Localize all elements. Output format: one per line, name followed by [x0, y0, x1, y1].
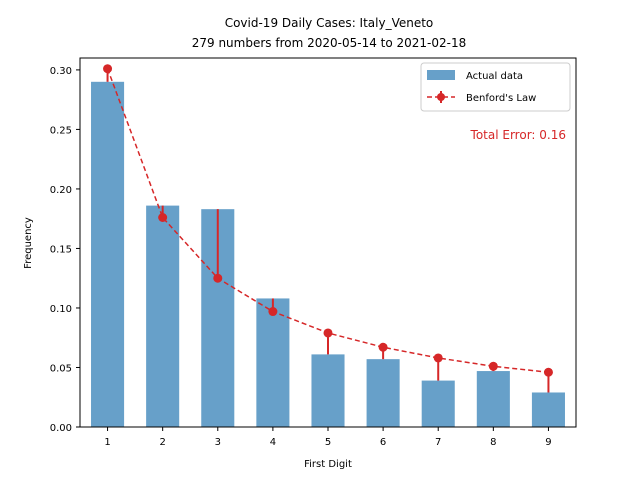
benford-point-digit-1 — [103, 64, 113, 74]
y-tick-label-6: 0.30 — [50, 66, 72, 77]
benford-point-digit-8 — [488, 361, 498, 371]
bar-digit-7 — [421, 380, 455, 427]
y-tick-label-5: 0.25 — [50, 125, 72, 136]
x-ticks: 1 2 3 4 5 6 7 8 9 — [104, 427, 552, 448]
legend-actual-swatch — [427, 70, 455, 80]
benford-point-digit-2 — [158, 213, 168, 223]
y-tick-label-2: 0.10 — [50, 304, 72, 315]
x-tick-label-1: 1 — [104, 437, 110, 448]
y-axis-label: Frequency — [23, 217, 34, 269]
bar-digit-8 — [476, 371, 510, 427]
x-tick-label-8: 8 — [490, 437, 496, 448]
bars-layer — [91, 81, 565, 427]
x-tick-label-7: 7 — [435, 437, 441, 448]
bar-digit-9 — [531, 392, 565, 427]
y-tick-label-0: 0.00 — [50, 423, 72, 434]
benford-point-digit-9 — [543, 367, 553, 377]
bar-digit-6 — [366, 359, 400, 427]
x-tick-label-3: 3 — [215, 437, 221, 448]
y-tick-label-1: 0.05 — [50, 363, 72, 374]
total-error-annotation: Total Error: 0.16 — [470, 128, 566, 142]
legend-actual-label: Actual data — [466, 71, 523, 82]
x-tick-label-2: 2 — [159, 437, 165, 448]
y-tick-label-4: 0.20 — [50, 185, 72, 196]
legend-benford-label: Benford's Law — [466, 93, 536, 104]
x-tick-label-9: 9 — [545, 437, 551, 448]
benford-line-layer — [103, 64, 553, 377]
y-tick-label-3: 0.15 — [50, 244, 72, 255]
bar-digit-5 — [311, 354, 345, 427]
benford-point-digit-6 — [378, 342, 388, 352]
x-tick-label-5: 5 — [325, 437, 331, 448]
benford-point-digit-5 — [323, 328, 333, 338]
x-axis-label: First Digit — [304, 459, 352, 470]
benford-point-digit-3 — [213, 273, 223, 283]
bar-digit-4 — [256, 298, 290, 427]
legend: Actual data Benford's Law — [420, 62, 571, 112]
chart-subtitle: 279 numbers from 2020-05-14 to 2021-02-1… — [192, 36, 467, 50]
x-tick-label-4: 4 — [270, 437, 276, 448]
legend-benford-marker — [437, 93, 445, 101]
bar-digit-1 — [91, 81, 125, 427]
chart-title: Covid-19 Daily Cases: Italy_Veneto — [225, 16, 434, 30]
x-tick-label-6: 6 — [380, 437, 386, 448]
benford-point-digit-7 — [433, 353, 443, 363]
y-ticks: 0.00 0.05 0.10 0.15 0.20 0.25 0.30 — [50, 66, 80, 434]
benford-point-digit-4 — [268, 307, 278, 317]
bar-digit-2 — [146, 205, 180, 427]
legend-box — [420, 62, 571, 112]
